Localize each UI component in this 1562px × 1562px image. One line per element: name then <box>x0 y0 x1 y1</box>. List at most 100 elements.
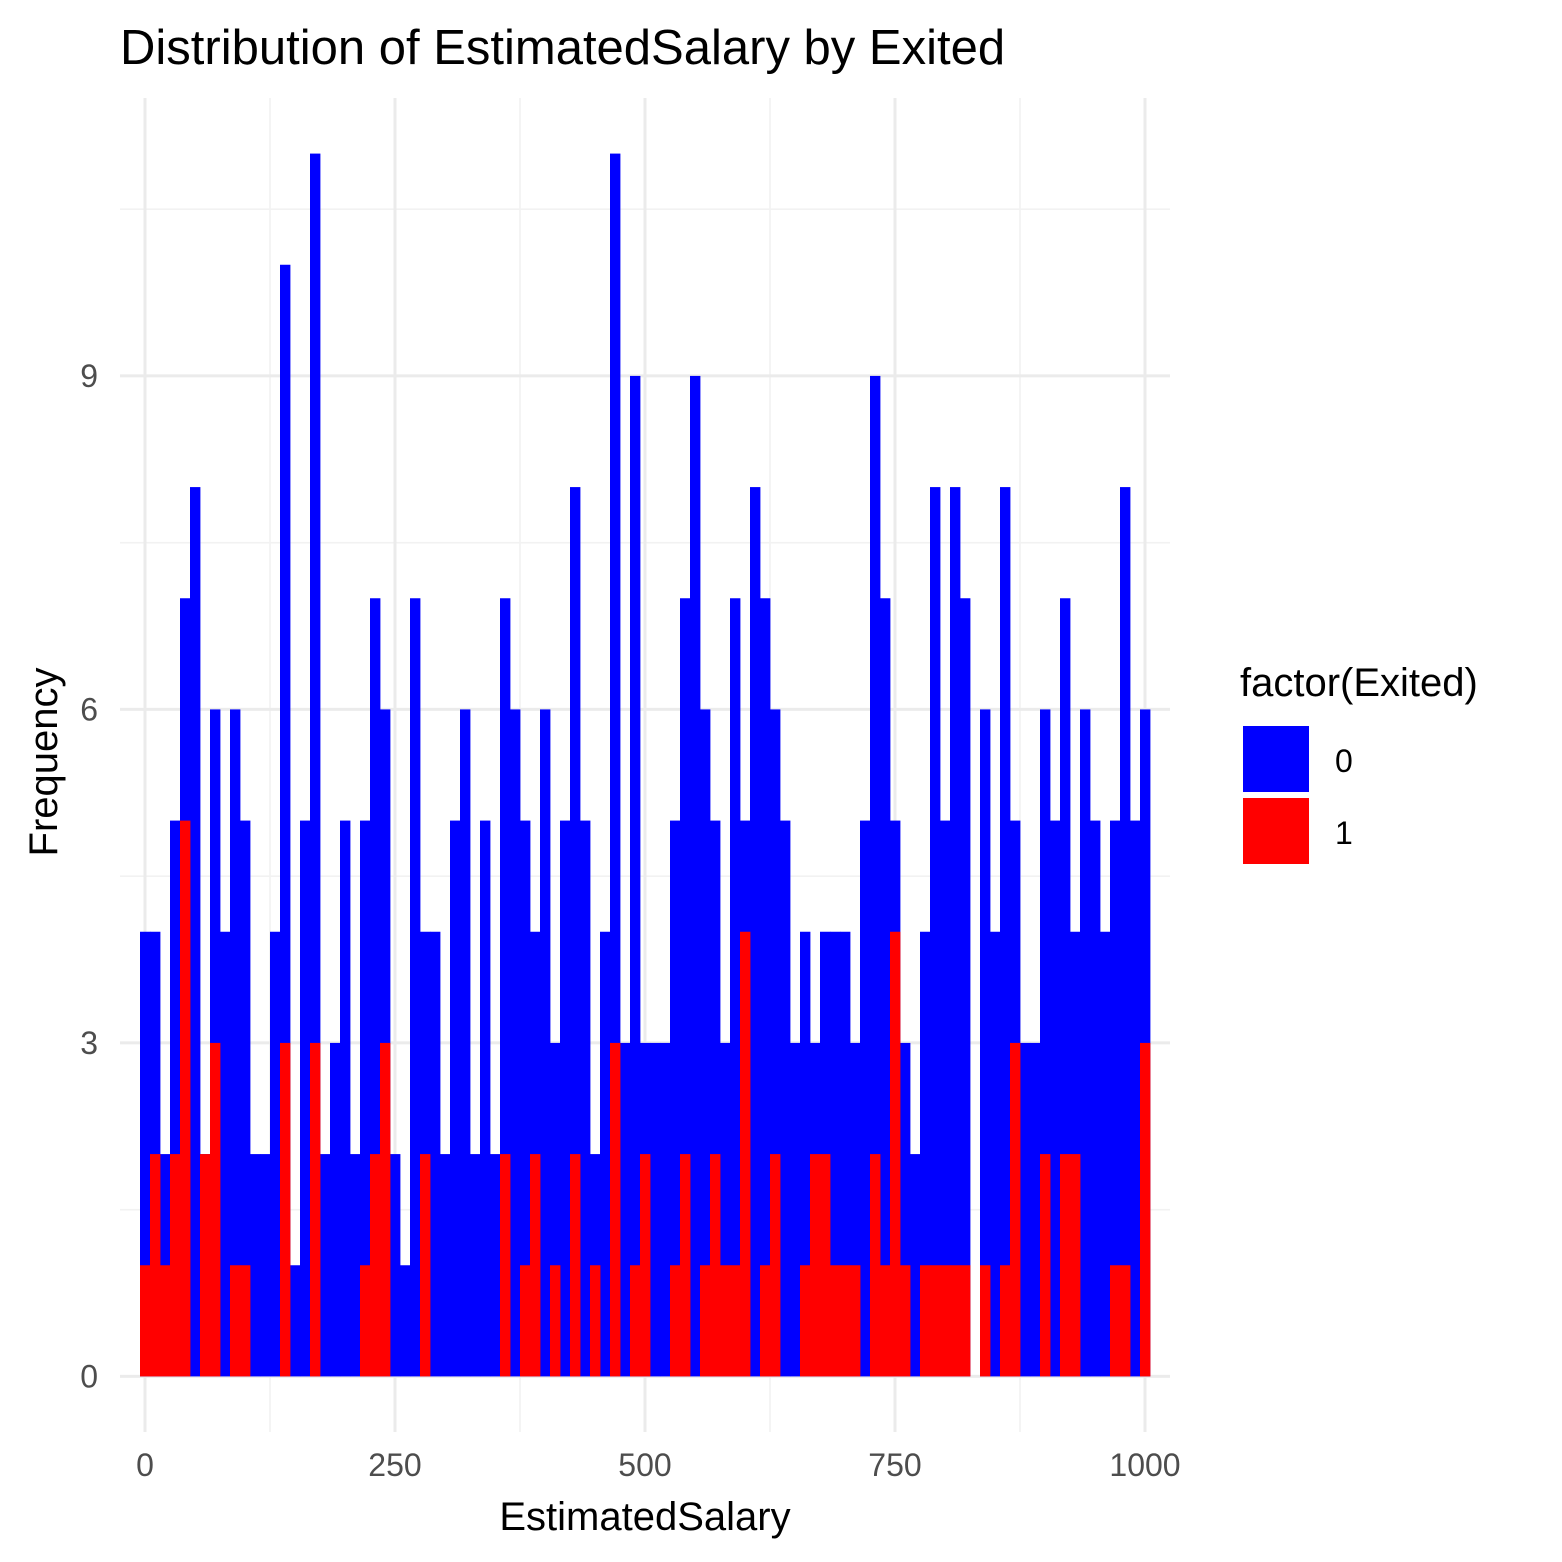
bar-series-1 <box>1010 1042 1021 1377</box>
bar-series-0 <box>650 1042 661 1377</box>
bar-series-0 <box>310 153 321 1377</box>
bar-series-1 <box>280 1042 291 1377</box>
bar-series-0 <box>240 820 251 1377</box>
legend-label-1: 1 <box>1335 815 1353 851</box>
bar-series-1 <box>760 1265 771 1377</box>
bar-series-0 <box>460 709 471 1377</box>
bar-series-0 <box>430 931 441 1377</box>
bar-series-1 <box>900 1265 911 1377</box>
bar-series-0 <box>690 375 701 1377</box>
bar-series-1 <box>920 1265 931 1377</box>
series-1-bars <box>140 820 1151 1377</box>
x-tick-label: 750 <box>868 1447 921 1483</box>
bar-series-0 <box>660 1042 671 1377</box>
bar-series-0 <box>1060 598 1071 1377</box>
bar-series-1 <box>180 820 191 1377</box>
legend-key-0 <box>1243 726 1309 792</box>
bar-series-1 <box>310 1042 321 1377</box>
bar-series-1 <box>630 1265 641 1377</box>
bar-series-0 <box>550 1042 561 1377</box>
bar-series-1 <box>360 1265 371 1377</box>
bar-series-1 <box>710 1154 721 1377</box>
bar-series-0 <box>520 820 531 1377</box>
bar-series-0 <box>360 820 371 1377</box>
bar-series-1 <box>1060 1154 1071 1377</box>
bar-series-1 <box>960 1265 971 1377</box>
legend-label-0: 0 <box>1335 743 1353 779</box>
bar-series-0 <box>830 931 841 1377</box>
x-tick-label: 500 <box>618 1447 671 1483</box>
bar-series-0 <box>290 1265 301 1377</box>
bar-series-0 <box>1110 820 1121 1377</box>
bar-series-0 <box>770 709 781 1377</box>
x-tick-label: 250 <box>368 1447 421 1483</box>
bar-series-0 <box>1080 709 1091 1377</box>
bar-series-1 <box>640 1154 651 1377</box>
x-axis-title: EstimatedSalary <box>499 1495 790 1539</box>
bar-series-1 <box>890 931 901 1377</box>
bar-series-1 <box>240 1265 251 1377</box>
bar-series-1 <box>1140 1042 1151 1377</box>
bar-series-0 <box>1130 820 1141 1377</box>
bar-series-0 <box>230 709 241 1377</box>
bar-series-0 <box>790 1042 801 1377</box>
bar-series-1 <box>1120 1265 1131 1377</box>
bar-series-0 <box>940 820 951 1377</box>
bar-series-0 <box>1040 709 1051 1377</box>
bar-series-1 <box>700 1265 711 1377</box>
bar-series-0 <box>900 1042 911 1377</box>
bar-series-0 <box>680 598 691 1377</box>
bar-series-0 <box>750 487 761 1377</box>
bar-series-0 <box>1090 820 1101 1377</box>
chart-title: Distribution of EstimatedSalary by Exite… <box>120 21 1005 75</box>
bar-series-0 <box>410 598 421 1377</box>
bar-series-0 <box>800 931 811 1377</box>
series-0-bars <box>140 153 1151 1377</box>
bar-series-0 <box>450 820 461 1377</box>
bar-series-1 <box>530 1154 541 1377</box>
x-tick-label: 0 <box>136 1447 154 1483</box>
bar-series-0 <box>420 931 431 1377</box>
bar-series-0 <box>580 820 591 1377</box>
bar-series-0 <box>270 931 281 1377</box>
bar-series-0 <box>490 1154 501 1377</box>
y-axis-title: Frequency <box>22 668 66 857</box>
bar-series-1 <box>680 1154 691 1377</box>
x-tick-label: 1000 <box>1109 1447 1180 1483</box>
bar-series-1 <box>550 1265 561 1377</box>
bar-series-0 <box>870 375 881 1377</box>
bar-series-1 <box>210 1042 221 1377</box>
bar-series-0 <box>620 1042 631 1377</box>
bar-series-0 <box>440 1154 451 1377</box>
bar-series-1 <box>380 1042 391 1377</box>
bar-series-1 <box>850 1265 861 1377</box>
bar-series-0 <box>700 709 711 1377</box>
bar-series-1 <box>200 1154 211 1377</box>
bar-series-0 <box>930 487 941 1377</box>
bar-series-0 <box>350 1154 361 1377</box>
bar-series-1 <box>1110 1265 1121 1377</box>
bar-series-1 <box>720 1265 731 1377</box>
bar-series-0 <box>960 598 971 1377</box>
bar-series-0 <box>780 820 791 1377</box>
bar-series-0 <box>820 931 831 1377</box>
bar-series-1 <box>170 1154 181 1377</box>
bar-series-0 <box>600 931 611 1377</box>
bar-series-0 <box>920 931 931 1377</box>
bar-series-0 <box>260 1154 271 1377</box>
bar-series-0 <box>710 820 721 1377</box>
bar-series-1 <box>1070 1154 1081 1377</box>
bar-series-0 <box>560 820 571 1377</box>
bar-series-0 <box>980 709 991 1377</box>
bar-series-0 <box>880 598 891 1377</box>
bar-series-0 <box>950 487 961 1377</box>
legend-title: factor(Exited) <box>1240 661 1478 705</box>
bar-series-1 <box>590 1265 601 1377</box>
bar-series-0 <box>470 1154 481 1377</box>
bar-series-0 <box>480 820 491 1377</box>
bar-series-0 <box>630 375 641 1377</box>
bar-series-0 <box>170 820 181 1377</box>
bar-series-0 <box>1070 931 1081 1377</box>
bar-series-1 <box>870 1154 881 1377</box>
bar-series-0 <box>730 598 741 1377</box>
